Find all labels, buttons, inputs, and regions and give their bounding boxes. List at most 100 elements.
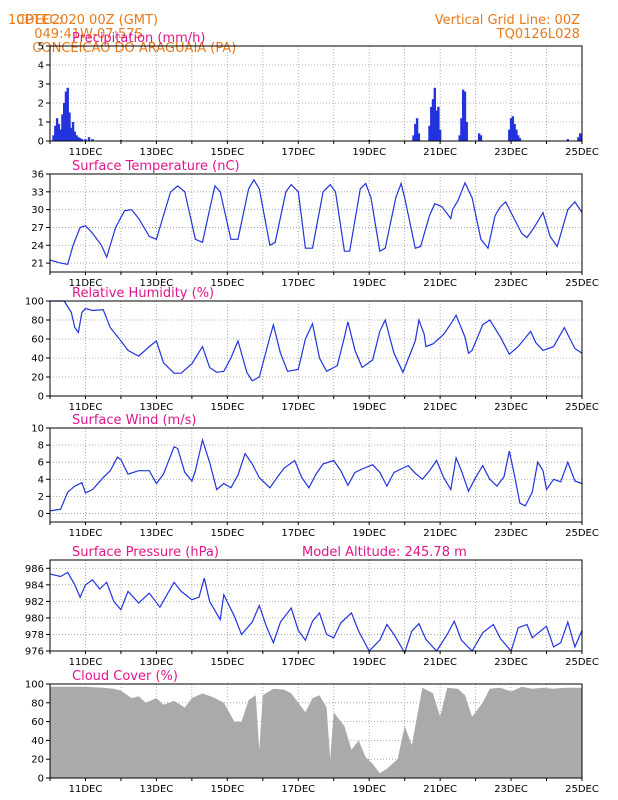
header-date: 10DEC2020 00Z (GMT) bbox=[8, 13, 159, 28]
precip-bar bbox=[77, 137, 80, 141]
wind-line bbox=[49, 437, 583, 512]
precip-bar bbox=[59, 129, 62, 141]
precip-bar bbox=[71, 122, 75, 141]
precip-bar bbox=[515, 129, 518, 141]
x-tick-label: 19DEC bbox=[352, 784, 386, 795]
header-grid-note: Vertical Grid Line: 00Z bbox=[434, 13, 580, 28]
x-tick-label: 25DEC bbox=[565, 657, 599, 668]
y-tick-label: 20 bbox=[31, 755, 44, 766]
y-tick-label: 100 bbox=[25, 680, 44, 691]
x-tick-label: 15DEC bbox=[210, 402, 244, 413]
y-tick-label: 80 bbox=[31, 316, 44, 327]
x-tick-label: 17DEC bbox=[281, 657, 315, 668]
precip-bar bbox=[579, 133, 582, 141]
precip-bar bbox=[87, 137, 91, 141]
temp-line bbox=[49, 178, 583, 265]
precip-bar bbox=[461, 89, 465, 141]
precip-bar bbox=[62, 103, 66, 141]
precip-bar bbox=[477, 133, 481, 141]
x-tick-label: 15DEC bbox=[210, 147, 244, 158]
precip-bar bbox=[433, 87, 437, 141]
x-tick-label: 23DEC bbox=[494, 278, 528, 289]
cloud-title: Cloud Cover (%) bbox=[72, 669, 178, 684]
x-tick-label: 23DEC bbox=[494, 402, 528, 413]
x-tick-label: 21DEC bbox=[423, 147, 457, 158]
precip-bar bbox=[518, 138, 522, 141]
precip-bar bbox=[428, 125, 431, 141]
precip-bar bbox=[91, 139, 94, 141]
precip-bar bbox=[463, 91, 467, 141]
x-tick-label: 25DEC bbox=[565, 528, 599, 539]
precip-bar bbox=[68, 112, 71, 141]
temperature-title: Surface Temperature (nC) bbox=[72, 159, 240, 174]
precip-bar bbox=[577, 137, 580, 141]
precip-bar bbox=[430, 106, 433, 141]
header-coords: 049:41W-07:57S bbox=[34, 27, 143, 42]
y-tick-label: 60 bbox=[31, 717, 44, 728]
precip-bar bbox=[78, 138, 82, 141]
wind-title: Surface Wind (m/s) bbox=[72, 413, 196, 428]
x-tick-label: 13DEC bbox=[140, 657, 174, 668]
precip-bar bbox=[566, 139, 570, 141]
precip-bar bbox=[415, 118, 419, 141]
x-tick-label: 19DEC bbox=[352, 278, 386, 289]
y-tick-label: 8 bbox=[38, 441, 44, 452]
cloud-area bbox=[50, 686, 582, 778]
y-tick-label: 2 bbox=[38, 492, 44, 503]
precip-bar bbox=[52, 135, 55, 141]
x-tick-label: 17DEC bbox=[281, 402, 315, 413]
precip-bar bbox=[509, 118, 513, 141]
precip-bar bbox=[64, 91, 68, 141]
y-tick-label: 24 bbox=[31, 241, 44, 252]
y-tick-label: 36 bbox=[31, 170, 44, 181]
x-tick-label: 21DEC bbox=[423, 528, 457, 539]
precip-bar bbox=[516, 135, 520, 141]
precip-bar bbox=[414, 123, 417, 141]
y-tick-label: 978 bbox=[25, 630, 44, 641]
y-tick-label: 980 bbox=[25, 613, 44, 624]
y-tick-label: 21 bbox=[31, 259, 44, 270]
y-tick-label: 80 bbox=[31, 698, 44, 709]
x-tick-label: 11DEC bbox=[69, 147, 103, 158]
x-tick-label: 23DEC bbox=[494, 528, 528, 539]
precip-bar bbox=[412, 135, 415, 141]
y-tick-label: 0 bbox=[38, 509, 44, 520]
x-tick-label: 13DEC bbox=[140, 278, 174, 289]
panel-frame bbox=[49, 559, 583, 652]
precip-bar bbox=[511, 116, 515, 141]
header-prefix: CPTEC: bbox=[16, 13, 63, 28]
y-tick-label: 4 bbox=[38, 61, 44, 72]
x-tick-label: 19DEC bbox=[352, 147, 386, 158]
x-tick-label: 15DEC bbox=[210, 528, 244, 539]
y-tick-label: 10 bbox=[31, 424, 44, 435]
x-tick-label: 21DEC bbox=[423, 278, 457, 289]
y-tick-label: 0 bbox=[38, 392, 44, 403]
x-tick-label: 23DEC bbox=[494, 784, 528, 795]
y-tick-label: 3 bbox=[38, 80, 44, 91]
y-tick-label: 0 bbox=[38, 137, 44, 148]
y-tick-label: 27 bbox=[31, 223, 44, 234]
precip-bar bbox=[460, 118, 463, 141]
x-tick-label: 13DEC bbox=[140, 528, 174, 539]
y-tick-label: 982 bbox=[25, 597, 44, 608]
y-tick-label: 986 bbox=[25, 564, 44, 575]
precip-bar bbox=[479, 135, 483, 141]
humidity-title: Relative Humidity (%) bbox=[72, 286, 214, 301]
panel-frame bbox=[49, 683, 583, 779]
precip-title: Precipitation (mm/h) bbox=[72, 31, 205, 46]
y-tick-label: 20 bbox=[31, 373, 44, 384]
x-tick-label: 21DEC bbox=[423, 657, 457, 668]
x-tick-label: 15DEC bbox=[210, 278, 244, 289]
precip-bar bbox=[70, 127, 73, 141]
precip-bar bbox=[458, 135, 461, 141]
y-tick-label: 6 bbox=[38, 458, 44, 469]
pressure-title: Surface Pressure (hPa) bbox=[72, 545, 219, 560]
x-tick-label: 21DEC bbox=[423, 402, 457, 413]
precip-bar bbox=[84, 139, 87, 141]
precip-bar bbox=[417, 133, 421, 141]
panel-frame bbox=[49, 427, 583, 523]
precip-bar bbox=[80, 139, 84, 141]
x-tick-label: 19DEC bbox=[352, 402, 386, 413]
rh-line bbox=[50, 300, 583, 382]
